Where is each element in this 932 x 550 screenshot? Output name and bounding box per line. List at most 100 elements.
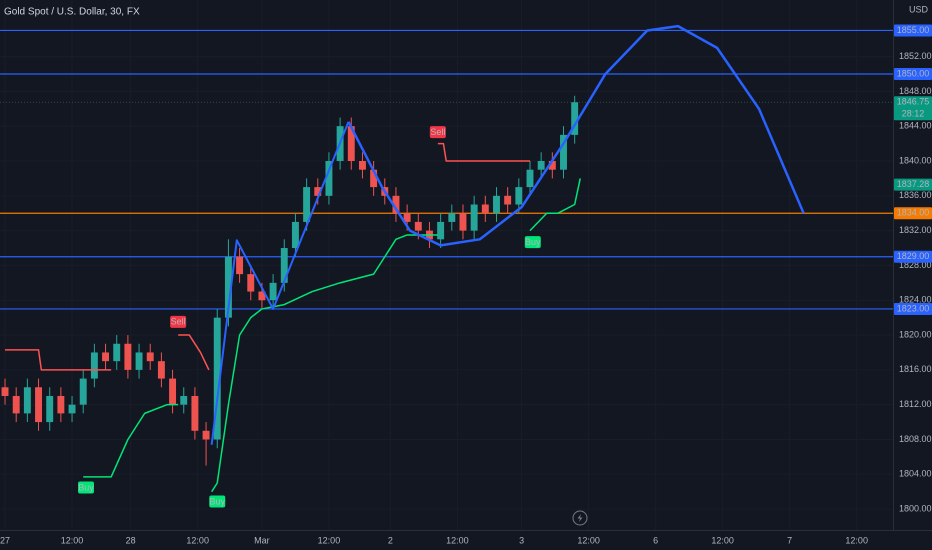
signal-box [78, 481, 95, 494]
y-tick-label: 1820.00 [899, 329, 932, 339]
signal-label: Sell [430, 127, 445, 137]
candle-body [113, 343, 121, 362]
y-tick-label: 1828.00 [899, 260, 932, 270]
candle-body [169, 378, 177, 405]
candle-body [392, 195, 400, 214]
candle-body [269, 282, 277, 301]
price-label: 1837.28 [897, 179, 930, 189]
price-label: 1834.00 [897, 208, 930, 218]
y-tick-label: 1836.00 [899, 190, 932, 200]
chart-title: Gold Spot / U.S. Dollar, 30, FX [4, 7, 140, 18]
candle-body [303, 187, 311, 222]
grid [0, 0, 893, 530]
indicator-line [178, 334, 210, 371]
signals: Sell Sell Buy Buy Buy [78, 126, 541, 508]
candle-body [191, 395, 199, 431]
candle-body [12, 395, 20, 414]
indicator-line [210, 121, 350, 445]
indicator-line [83, 403, 179, 478]
candle-body [57, 395, 65, 414]
signal-label: Buy [78, 482, 94, 492]
candle-body [280, 248, 288, 283]
indicator-line [5, 349, 112, 371]
candle-body [325, 161, 333, 196]
y-tick-label: 1852.00 [899, 51, 932, 61]
x-tick-label: 2 [388, 535, 393, 545]
price-label-box [894, 250, 932, 263]
price-label: 1846.75 [897, 97, 930, 107]
candle-body [135, 352, 143, 370]
candle-body [459, 213, 467, 231]
candle-body [90, 352, 98, 379]
candle-body [157, 361, 165, 379]
y-tick-label: 1824.00 [899, 295, 932, 305]
candle-body [493, 195, 500, 214]
candle-body [258, 291, 266, 301]
x-tick-label: 12:00 [845, 535, 868, 545]
x-tick-label: 12:00 [711, 535, 734, 545]
signal-box [209, 495, 226, 508]
candle-body [403, 213, 411, 222]
candle-body [314, 187, 322, 196]
x-tick-label: 7 [787, 535, 792, 545]
price-label: 1823.00 [897, 303, 930, 313]
signal-box [170, 315, 187, 328]
candle-body [548, 161, 556, 170]
signal-box [429, 126, 446, 139]
candle-body [571, 102, 579, 135]
candle-body [481, 204, 489, 214]
signal-label: Buy [525, 237, 541, 247]
x-tick-label: 3 [519, 535, 524, 545]
x-tick-label: 12:00 [61, 535, 84, 545]
y-tick-label: 1808.00 [899, 434, 932, 444]
x-tick-label: 12:00 [186, 535, 209, 545]
candle-body [23, 387, 31, 414]
levels [0, 29, 893, 310]
candle-body [35, 387, 42, 423]
price-label-box [894, 207, 932, 220]
indicator-lines [5, 24, 805, 493]
y-tick-label: 1848.00 [899, 86, 932, 96]
candle-body [79, 378, 87, 405]
signal-label: Buy [209, 496, 225, 506]
candle-body [236, 256, 244, 275]
icon-ring [572, 510, 588, 526]
candle-body [347, 126, 355, 162]
indicator-line [529, 178, 581, 232]
y-tick-label: 1840.00 [899, 155, 932, 165]
y-tick-label: 1804.00 [899, 469, 932, 479]
currency: USD [909, 4, 929, 14]
x-tick-label: 12:00 [446, 535, 469, 545]
replay-icon[interactable] [572, 510, 588, 526]
candle-body [560, 134, 567, 170]
x-tick-label: Mar [254, 535, 270, 545]
signal-box [524, 236, 541, 249]
candle-body [1, 387, 9, 396]
candle-body [370, 169, 378, 188]
candle-body [202, 430, 210, 440]
x-tick-label: 6 [653, 535, 658, 545]
candle-body [537, 161, 545, 170]
candle-body [448, 213, 456, 222]
y-tick-label: 1812.00 [899, 399, 932, 409]
price-label-box [894, 302, 932, 315]
price-label: 1829.00 [897, 251, 930, 261]
candle-body [358, 161, 366, 170]
price-label-box [894, 67, 932, 80]
countdown-label: 28:12 [902, 109, 925, 119]
candle-body [46, 395, 54, 423]
indicator-line [347, 24, 805, 247]
signal-label: Sell [171, 317, 186, 327]
x-tick-label: 27 [0, 535, 10, 545]
price-label-box [894, 96, 932, 121]
candle-body [470, 204, 478, 231]
candle-body [526, 169, 534, 188]
candle-body [146, 352, 154, 362]
y-tick-label: 1844.00 [899, 121, 932, 131]
candle-body [68, 404, 76, 414]
candle-body [102, 352, 110, 362]
indicator-line [211, 234, 438, 493]
